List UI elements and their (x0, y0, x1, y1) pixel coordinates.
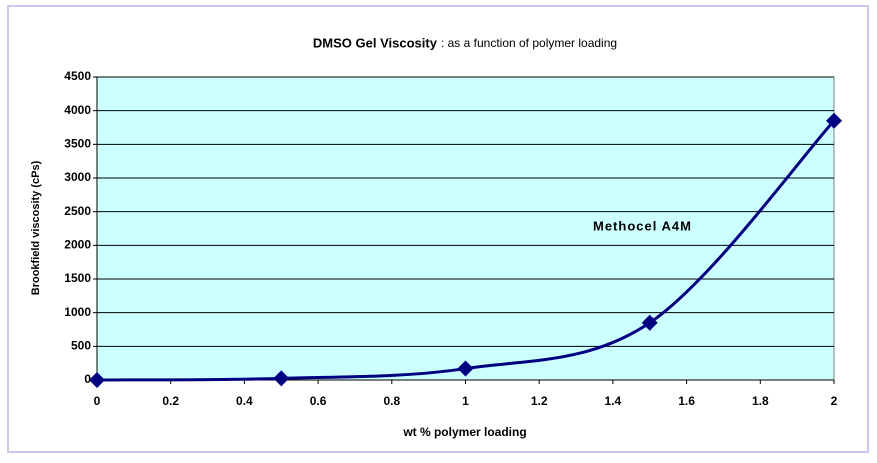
x-tick-label: 1 (462, 394, 469, 408)
y-tick-label: 4500 (64, 69, 91, 83)
y-tick-label: 1500 (64, 271, 91, 285)
x-tick-label: 0.6 (310, 394, 327, 408)
x-tick-label: 0 (94, 394, 101, 408)
x-tick-label: 0.2 (162, 394, 179, 408)
y-axis-label: Brookfield viscosity (cPs) (30, 160, 42, 295)
x-tick-label: 1.6 (678, 394, 695, 408)
point-marker (273, 370, 290, 387)
point-marker (457, 360, 474, 377)
point-marker (826, 112, 842, 129)
y-tick-label: 4000 (64, 103, 91, 117)
y-tick-label: 500 (71, 339, 91, 353)
x-tick-label: 1.2 (531, 394, 548, 408)
y-tick-label: 0 (84, 372, 91, 386)
x-tick-label: 0.4 (236, 394, 253, 408)
annotation: Methocel A4M (593, 218, 692, 233)
chart-subtitle: : as a function of polymer loading (441, 36, 617, 50)
x-axis-label: wt % polymer loading (402, 425, 526, 439)
y-tick-label: 1000 (64, 305, 91, 319)
x-tick-label: 1.8 (752, 394, 769, 408)
x-tick-label: 1.4 (605, 394, 622, 408)
y-tick-label: 2500 (64, 204, 91, 218)
y-tick-label: 3500 (64, 137, 91, 151)
plot-area (96, 76, 835, 381)
chart-title: DMSO Gel Viscosity (313, 35, 438, 50)
point-marker (641, 314, 658, 331)
y-tick-label: 3000 (64, 170, 91, 184)
y-tick-label: 2000 (64, 238, 91, 252)
x-tick-label: 2 (831, 394, 838, 408)
point-marker (89, 372, 105, 388)
series-line (96, 119, 836, 382)
x-tick-label: 0.8 (383, 394, 400, 408)
